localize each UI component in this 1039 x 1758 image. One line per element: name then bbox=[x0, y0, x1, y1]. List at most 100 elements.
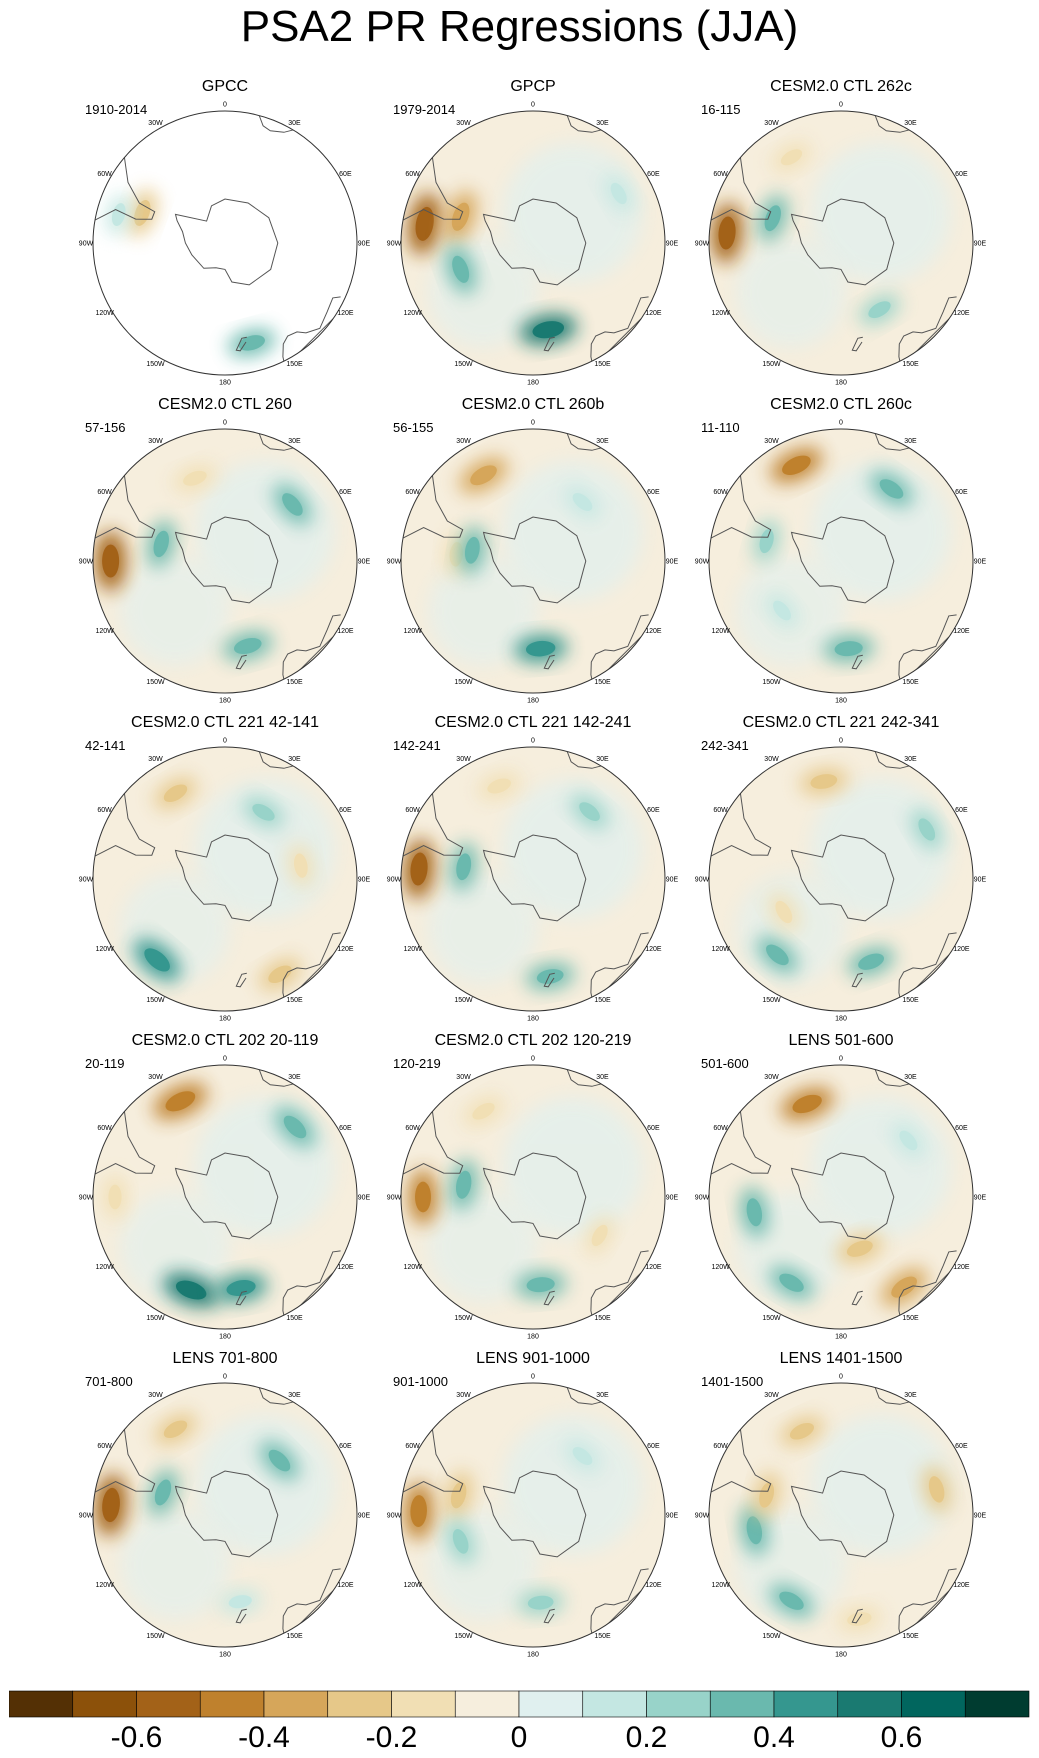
precip-anomaly-core bbox=[527, 1595, 554, 1610]
antarctica-coastline bbox=[482, 834, 587, 922]
longitude-label: 30W bbox=[764, 1392, 779, 1399]
longitude-label: 30E bbox=[596, 120, 609, 127]
precip-anomaly-core bbox=[102, 544, 120, 578]
panel-years: 16-115 bbox=[701, 102, 741, 117]
longitude-label: 30E bbox=[596, 1074, 609, 1081]
longitude-label: 90W bbox=[387, 1195, 402, 1202]
longitude-label: 90E bbox=[666, 559, 679, 566]
longitude-label: 30W bbox=[148, 756, 163, 763]
longitude-label: 180 bbox=[835, 1334, 847, 1341]
longitude-label: 60W bbox=[405, 1125, 420, 1132]
colorbar-bin bbox=[263, 1690, 329, 1718]
precip-anomaly-core bbox=[452, 255, 470, 283]
anomaly-field bbox=[736, 238, 846, 348]
longitude-label: 120W bbox=[95, 628, 114, 635]
longitude-label: 120W bbox=[403, 310, 422, 317]
anomaly-field bbox=[428, 1192, 538, 1302]
longitude-label: 180 bbox=[835, 1652, 847, 1659]
longitude-label: 120W bbox=[95, 310, 114, 317]
antarctica-coastline bbox=[790, 834, 895, 922]
precip-anomaly-core bbox=[282, 493, 303, 516]
new-zealand-coastline bbox=[851, 972, 863, 988]
longitude-label: 30W bbox=[148, 1392, 163, 1399]
longitude-label: 150E bbox=[286, 1315, 303, 1322]
longitude-label: 180 bbox=[835, 1016, 847, 1023]
precip-anomaly-core bbox=[470, 465, 497, 486]
anomaly-field bbox=[120, 556, 230, 666]
precip-anomaly-core bbox=[792, 1094, 822, 1114]
map-boundary bbox=[92, 428, 358, 694]
colorbar-tick-label: -0.6 bbox=[110, 1721, 163, 1754]
longitude-label: 120W bbox=[711, 310, 730, 317]
map-boundary bbox=[708, 1382, 974, 1648]
precip-anomaly-core bbox=[773, 600, 791, 621]
precip-anomaly-core bbox=[415, 1181, 431, 1213]
longitude-label: 30W bbox=[148, 120, 163, 127]
antarctica-coastline bbox=[790, 1152, 895, 1240]
longitude-label: 150W bbox=[454, 997, 473, 1004]
precip-anomaly-core bbox=[153, 530, 169, 558]
longitude-label: 150W bbox=[762, 361, 781, 368]
longitude-label: 150E bbox=[286, 1633, 303, 1640]
longitude-label: 150E bbox=[902, 1633, 919, 1640]
colorbar-bin bbox=[136, 1690, 201, 1718]
panel-title: CESM2.0 CTL 221 142-241 bbox=[434, 714, 632, 731]
precip-anomaly-core bbox=[238, 335, 265, 351]
longitude-label: 90W bbox=[387, 877, 402, 884]
longitude-label: 30W bbox=[456, 438, 471, 445]
longitude-label: 90E bbox=[974, 241, 987, 248]
precip-anomaly-core bbox=[775, 900, 793, 924]
anomaly-field bbox=[428, 556, 538, 666]
longitude-label: 0 bbox=[223, 1374, 227, 1381]
map-panel: 0 30E 60E 90E 120E 150E 180 150W 120W 90W 60W 30W GP… bbox=[75, 78, 375, 396]
precip-anomaly-core bbox=[779, 1591, 804, 1610]
longitude-label: 150E bbox=[594, 679, 611, 686]
longitude-label: 150E bbox=[594, 1315, 611, 1322]
antarctica-coastline bbox=[482, 198, 587, 286]
longitude-label: 0 bbox=[223, 1056, 227, 1063]
panel-title: CESM2.0 CTL 260c bbox=[770, 396, 912, 413]
longitude-label: 120W bbox=[711, 946, 730, 953]
new-zealand-coastline bbox=[851, 1290, 863, 1306]
colorbar-tick-label: -0.4 bbox=[238, 1721, 290, 1754]
new-zealand-coastline bbox=[235, 1608, 247, 1624]
longitude-label: 180 bbox=[527, 1652, 539, 1659]
longitude-label: 60E bbox=[955, 1125, 968, 1132]
longitude-label: 60E bbox=[647, 807, 660, 814]
longitude-label: 150E bbox=[902, 361, 919, 368]
longitude-label: 150W bbox=[146, 1633, 165, 1640]
map-boundary bbox=[400, 746, 666, 1012]
longitude-label: 0 bbox=[839, 738, 843, 745]
longitude-label: 60W bbox=[405, 171, 420, 178]
colorbar-bin bbox=[199, 1690, 265, 1718]
longitude-label: 180 bbox=[219, 1016, 231, 1023]
colorbar-tick-label: 0.6 bbox=[880, 1721, 923, 1754]
longitude-label: 150E bbox=[286, 679, 303, 686]
longitude-label: 30W bbox=[764, 756, 779, 763]
longitude-label: 150E bbox=[902, 997, 919, 1004]
new-zealand-coastline bbox=[543, 1608, 555, 1624]
new-zealand-coastline bbox=[851, 1608, 863, 1624]
antarctica-coastline bbox=[174, 198, 279, 286]
longitude-label: 0 bbox=[223, 738, 227, 745]
precip-anomaly-core bbox=[532, 321, 565, 339]
longitude-label: 30W bbox=[148, 438, 163, 445]
map-boundary bbox=[708, 110, 974, 376]
precip-anomaly-core bbox=[718, 216, 736, 250]
polar-map: 0 30E 60E 90E 120E 150E 180 150W 120W 90W 60W 30W bbox=[387, 738, 679, 1023]
precip-anomaly-core bbox=[154, 1479, 172, 1506]
precip-anomaly-core bbox=[759, 529, 774, 554]
longitude-label: 0 bbox=[223, 102, 227, 109]
longitude-label: 120E bbox=[953, 310, 970, 317]
map-panel: 0 30E 60E 90E 120E 150E 180 150W 120W 90W 60W 30W CE… bbox=[75, 396, 375, 714]
polar-map: 0 30E 60E 90E 120E 150E 180 150W 120W 90W 60W 30W bbox=[79, 738, 371, 1023]
map-boundary bbox=[92, 1064, 358, 1330]
precip-anomaly-core bbox=[591, 1224, 608, 1247]
panel-title: CESM2.0 CTL 260 bbox=[158, 396, 292, 413]
longitude-label: 90E bbox=[358, 241, 371, 248]
longitude-label: 120W bbox=[403, 628, 422, 635]
longitude-label: 30E bbox=[904, 438, 917, 445]
longitude-label: 90W bbox=[695, 559, 710, 566]
map-boundary bbox=[400, 110, 666, 376]
precip-anomaly-core bbox=[410, 1495, 427, 1527]
